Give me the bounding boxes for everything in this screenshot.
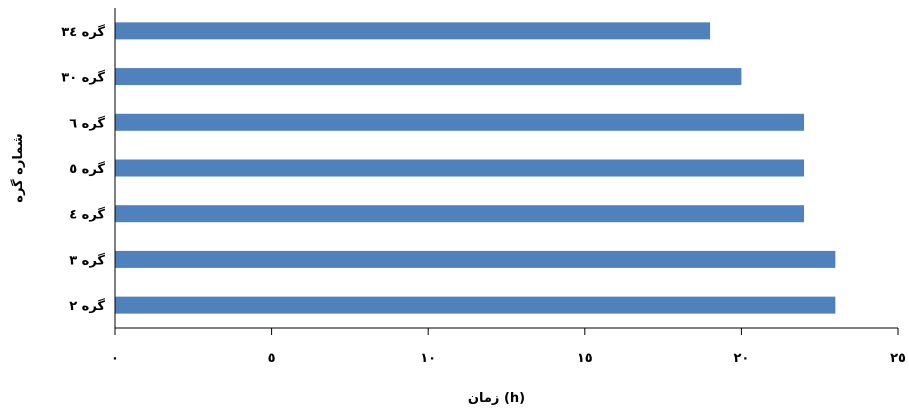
bar (115, 296, 836, 314)
x-tick-label: ۱۰ (420, 351, 436, 366)
category-label: گره ٤ (69, 207, 105, 223)
x-ticks (114, 328, 899, 335)
x-tick-label: ۲٥ (890, 351, 906, 366)
bars-group (115, 22, 836, 314)
category-label: گره ۳ (69, 252, 105, 268)
bar (115, 159, 805, 177)
bar (115, 205, 805, 223)
x-tick-label: ۰ (111, 351, 119, 366)
x-axis-title: زمان (h) (468, 391, 525, 406)
category-label: گره ۲ (69, 298, 105, 314)
x-tick-label: ۱٥ (577, 351, 593, 366)
category-label: گره ٦ (69, 115, 105, 131)
y-axis-title: شماره گره (10, 133, 26, 202)
category-label: گره ٥ (69, 161, 105, 177)
category-label: گره ۳۰ (61, 70, 105, 86)
bar (115, 68, 742, 86)
x-tick-labels: ۰ ٥ ۱۰ ۱٥ ۲۰ ۲٥ (111, 351, 906, 366)
x-tick-label: ٥ (268, 351, 276, 366)
bar (115, 250, 836, 268)
category-labels: گره ۳٤ گره ۳۰ گره ٦ گره ٥ گره ٤ گره ۳ گره ۲ (61, 24, 105, 314)
x-tick-label: ۲۰ (733, 351, 749, 366)
bar (115, 22, 711, 40)
category-label: گره ۳٤ (61, 24, 105, 40)
bar (115, 113, 805, 131)
